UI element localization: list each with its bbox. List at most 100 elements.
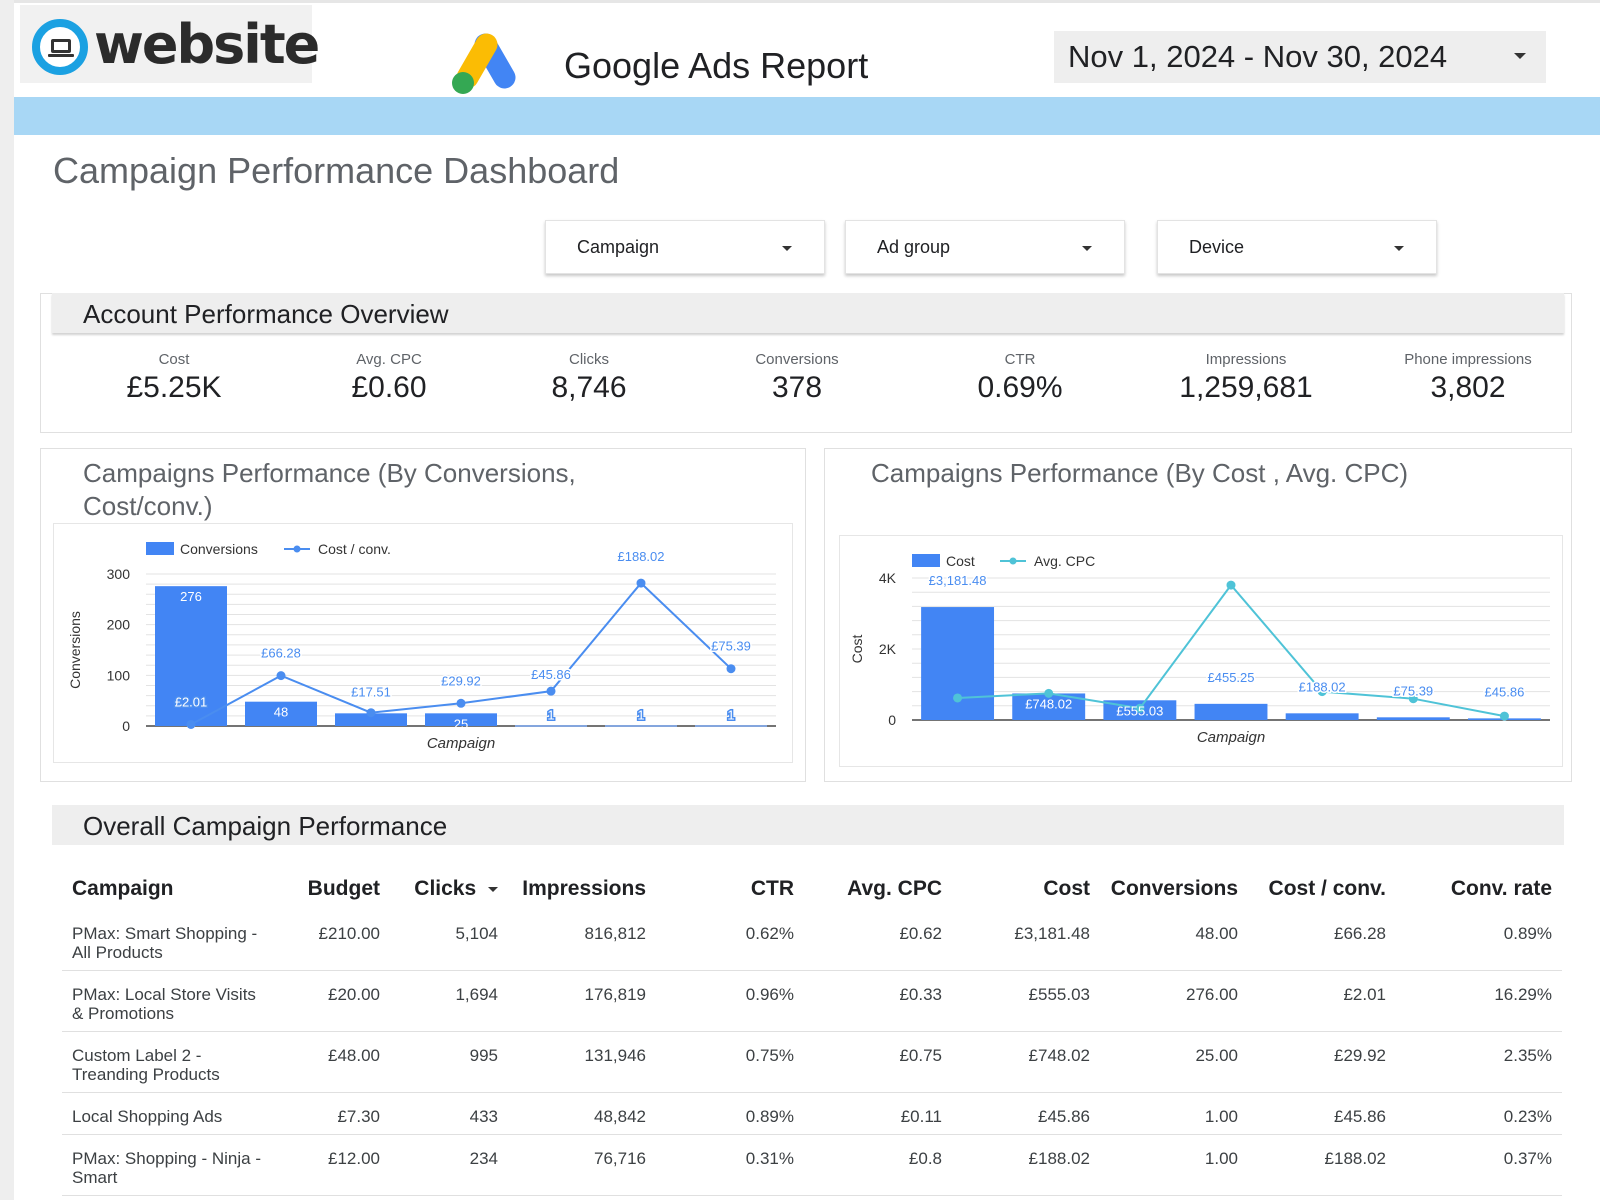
table-cell: 0.89% [1503,924,1552,943]
device-filter[interactable]: Device [1157,220,1437,274]
google-ads-icon [452,33,516,94]
table-cell: 16.29% [1494,985,1552,1004]
legend-swatch-bars [912,554,940,567]
campaign-table: Campaign Budget Clicks Impressions CTR A… [62,868,1562,1196]
column-header-ctr[interactable]: CTR [750,877,794,900]
table-row[interactable]: PMax: Smart Shopping - All Products £210.… [62,910,1562,971]
line-point[interactable] [1226,580,1236,590]
sort-desc-icon [488,886,498,892]
kpi-label: Phone impressions [1404,351,1532,368]
campaign-name-cell: PMax: Shopping - Ninja - Smart [72,1149,261,1187]
table-cell: 234 [469,1149,498,1168]
table-cell: £45.86 [1038,1107,1090,1126]
campaign-filter[interactable]: Campaign [545,220,825,274]
table-cell: £748.02 [1028,1046,1090,1065]
column-header-avg-cpc[interactable]: Avg. CPC [847,877,942,900]
table-cell: 176,819 [584,985,646,1004]
laptop-base [48,54,74,57]
y-tick-label: 100 [107,667,131,683]
table-cell: 48,842 [594,1107,646,1126]
line-point[interactable] [953,693,963,703]
date-range-picker[interactable]: Nov 1, 2024 - Nov 30, 2024 [1054,31,1546,83]
bar[interactable] [155,586,227,726]
table-header-row: Campaign Budget Clicks Impressions CTR A… [62,868,1562,910]
campaign-name-cell: Custom Label 2 - Treanding Products [72,1046,220,1084]
kpi-value: 3,802 [1430,371,1506,404]
table-cell: £48.00 [328,1046,380,1065]
account-overview-header: Account Performance Overview [52,293,1564,333]
line-point[interactable] [1317,687,1327,697]
table-cell: £45.86 [1334,1107,1386,1126]
table-cell: £12.00 [328,1149,380,1168]
bar[interactable] [921,607,995,720]
kpi-value: 0.69% [977,371,1063,404]
table-cell: £0.33 [899,985,942,1004]
chart-title: Campaigns Performance (By Cost , Avg. CP… [871,458,1409,488]
kpi-label: Conversions [755,351,839,368]
column-header-budget[interactable]: Budget [307,877,380,900]
table-cell: £0.11 [900,1107,942,1126]
table-cell: £0.75 [899,1046,942,1065]
left-scroll-gutter [0,0,14,1200]
table-cell: £188.02 [1028,1149,1090,1168]
bar-value-label: 1 [637,707,644,722]
bar[interactable] [1285,713,1359,720]
line-value-label: £2.01 [175,694,208,709]
table-cell: 276.00 [1186,985,1238,1004]
column-header-cost[interactable]: Cost [1043,877,1090,900]
table-cell: 0.23% [1503,1107,1552,1126]
y-tick-label: 4K [879,570,897,586]
bar[interactable] [515,725,587,727]
column-header-conv-rate[interactable]: Conv. rate [1450,877,1552,900]
line-value-label: £188.02 [618,549,665,564]
table-row[interactable]: Local Shopping Ads £7.30 433 48,842 0.89% £0.… [62,1093,1562,1135]
column-header-clicks[interactable]: Clicks [390,868,508,910]
bar[interactable] [605,725,677,727]
line-point[interactable] [276,671,286,681]
kpi-avg-cpc: Avg. CPC £0.60 [289,351,489,405]
line-point[interactable] [1499,711,1509,721]
kpi-clicks: Clicks 8,746 [489,351,689,405]
table-row[interactable]: PMax: Shopping - Ninja - Smart £12.00 234 7… [62,1135,1562,1196]
column-header-cost-per-conv[interactable]: Cost / conv. [1268,877,1386,900]
ad-group-filter[interactable]: Ad group [845,220,1125,274]
bar[interactable] [425,713,497,726]
line-point[interactable] [456,698,466,708]
line-point[interactable] [546,686,556,696]
chart-title: Campaigns Performance (By Conversions, C… [83,458,576,521]
y-tick-label: 2K [879,641,897,657]
column-header-impressions[interactable]: Impressions [522,877,646,900]
report-header: website Google Ads Report Nov 1, 2024 - … [14,3,1600,95]
column-header-campaign[interactable]: Campaign [72,877,174,900]
table-cell: £2.01 [1343,985,1386,1004]
y-tick-label: 200 [107,617,131,633]
line-point[interactable] [1135,703,1145,713]
bar[interactable] [245,701,317,726]
table-cell: 0.37% [1503,1149,1552,1168]
line-point[interactable] [726,664,736,674]
kpi-ctr: CTR 0.69% [920,351,1120,405]
line-point[interactable] [1408,694,1418,704]
y-tick-label: 0 [122,718,130,734]
bar[interactable] [1194,703,1268,720]
ad-group-filter-label: Ad group [877,237,951,257]
table-cell: 25.00 [1195,1046,1238,1065]
logo-text: website [94,13,320,76]
bar[interactable] [335,713,407,726]
bar[interactable] [695,725,767,727]
column-header-conversions[interactable]: Conversions [1110,877,1238,900]
line-value-label: £17.51 [351,685,391,700]
legend-swatch-bars [146,542,174,555]
cost-chart: 0 2K 4K Campaign Cost Cost Avg. CPC £3,181.48 £7… [849,553,1550,746]
line-point[interactable] [366,708,376,718]
line-point[interactable] [186,719,196,729]
line-point[interactable] [1044,688,1054,698]
table-row[interactable]: Custom Label 2 - Treanding Products £48.0… [62,1032,1562,1093]
website-logo: website [20,5,320,83]
table-row[interactable]: PMax: Local Store Visits & Promotions £20… [62,971,1562,1032]
legend-label: Cost / conv. [318,541,391,557]
page-title: Campaign Performance Dashboard [53,150,620,191]
bar[interactable] [1376,717,1450,720]
line-point[interactable] [636,578,646,588]
